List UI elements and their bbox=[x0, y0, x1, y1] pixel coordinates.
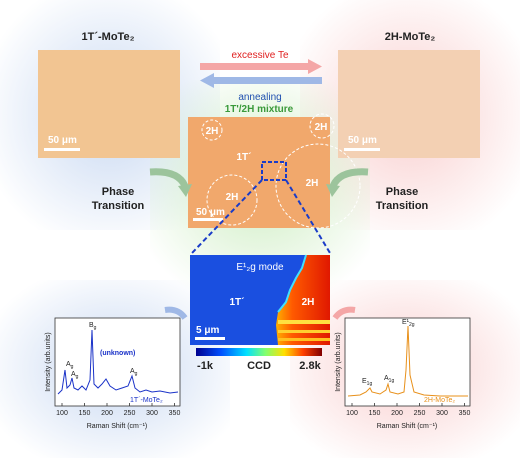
transition-label: Phase bbox=[102, 186, 134, 198]
spectrum-right: E1g A1g E¹2g 2H-MoTe₂ Intensity (arb.uni… bbox=[335, 317, 471, 430]
arrow-forward bbox=[200, 59, 322, 74]
phase-label: 2H bbox=[226, 192, 239, 203]
x-tick-label: 150 bbox=[79, 410, 91, 417]
x-tick-label: 300 bbox=[436, 410, 448, 417]
mixture-title: 1T'/2H mixture bbox=[225, 104, 294, 115]
spectrum-line bbox=[347, 325, 468, 397]
x-tick-label: 100 bbox=[346, 410, 358, 417]
x-axis-label: Raman Shift (cm⁻¹) bbox=[87, 423, 147, 430]
x-tick-label: 350 bbox=[169, 410, 181, 417]
peak-label: Ag bbox=[71, 371, 79, 380]
scale-label: 5 μm bbox=[196, 325, 219, 336]
x-tick-label: 100 bbox=[56, 410, 68, 417]
annotation: (unknown) bbox=[100, 350, 135, 357]
arrow-label: excessive Te bbox=[231, 50, 289, 61]
panel-title: 2H-MoTe₂ bbox=[385, 31, 436, 43]
x-tick-label: 350 bbox=[459, 410, 471, 417]
phase-label: 2H bbox=[206, 126, 219, 137]
map-stripes bbox=[278, 320, 330, 341]
phase-label: 1T´ bbox=[230, 297, 245, 308]
connector bbox=[164, 306, 188, 320]
x-tick-label: 250 bbox=[124, 410, 136, 417]
colorbar bbox=[196, 348, 322, 356]
x-tick-label: 250 bbox=[414, 410, 426, 417]
y-axis-label: Intensity (arb.units) bbox=[335, 332, 342, 392]
legend: 2H-MoTe₂ bbox=[424, 397, 455, 404]
arrowhead bbox=[326, 184, 340, 197]
scale-bar bbox=[195, 337, 225, 340]
colorbar-label: 2.8k bbox=[299, 360, 321, 372]
peak-label: Ag bbox=[66, 361, 74, 370]
scale-label: 50 μm bbox=[348, 135, 377, 146]
peak-label: E¹2g bbox=[402, 319, 415, 328]
connector bbox=[332, 306, 356, 320]
transition-label: Transition bbox=[92, 200, 145, 212]
scale-label: 50 μm bbox=[196, 207, 225, 218]
x-tick-label: 200 bbox=[101, 410, 113, 417]
phase-label: 2H bbox=[306, 178, 319, 189]
x-tick-label: 150 bbox=[369, 410, 381, 417]
peak-label: E1g bbox=[362, 378, 372, 387]
peak-label: Ag bbox=[130, 368, 138, 377]
domain-outlines bbox=[201, 113, 361, 229]
phase-label: 2H bbox=[302, 297, 315, 308]
curved-arrow bbox=[149, 168, 189, 188]
phase-label: 2H bbox=[315, 122, 328, 133]
peak-label: Bg bbox=[89, 322, 97, 331]
y-axis-label: Intensity (arb.units) bbox=[45, 332, 52, 392]
map-boundary bbox=[277, 254, 307, 313]
optical-image bbox=[338, 50, 480, 158]
curved-arrow bbox=[329, 168, 369, 188]
plot-frame bbox=[54, 317, 181, 407]
spectrum-left: Ag Ag Bg Ag (unknown) 1T´-MoTe₂ Intensit… bbox=[45, 317, 181, 430]
arrowhead bbox=[178, 184, 192, 197]
transition-label: Transition bbox=[376, 200, 429, 212]
zoom-box bbox=[261, 161, 287, 181]
optical-image bbox=[38, 50, 180, 158]
x-tick-label: 200 bbox=[391, 410, 403, 417]
zoom-line bbox=[191, 179, 263, 254]
scale-bar bbox=[344, 148, 380, 151]
x-tick-label: 300 bbox=[146, 410, 158, 417]
panel-title: 1T´-MoTe₂ bbox=[82, 31, 135, 43]
map-mode: E¹₂g mode bbox=[236, 262, 284, 273]
scale-bar bbox=[44, 148, 80, 151]
colorbar-label: CCD bbox=[247, 360, 271, 372]
scale-bar bbox=[193, 218, 223, 221]
scale-label: 50 μm bbox=[48, 135, 77, 146]
optical-image bbox=[188, 117, 330, 228]
peak-label: A1g bbox=[384, 375, 394, 384]
spectrum-line bbox=[57, 329, 179, 395]
transition-label: Phase bbox=[386, 186, 418, 198]
colorbar-label: -1k bbox=[197, 360, 214, 372]
arrow-label: annealing bbox=[238, 92, 281, 103]
x-axis-label: Raman Shift (cm⁻¹) bbox=[377, 423, 437, 430]
arrow-backward bbox=[200, 73, 322, 88]
legend: 1T´-MoTe₂ bbox=[130, 397, 163, 404]
zoom-line bbox=[285, 179, 331, 254]
phase-label: 1T´ bbox=[237, 152, 252, 163]
